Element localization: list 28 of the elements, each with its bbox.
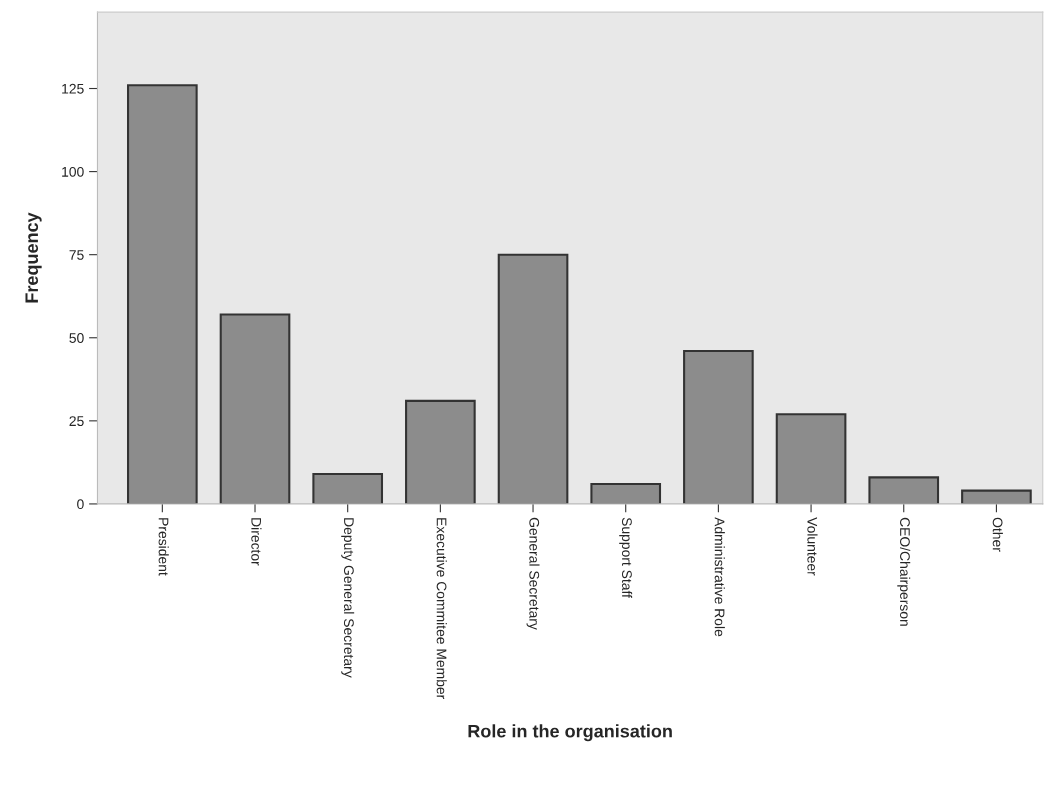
x-tick-label: Deputy General Secretary [341,518,355,678]
y-tick-label: 0 [77,499,84,510]
bar [590,482,662,504]
x-tick-label: CEO/Chairperson [897,517,911,626]
bar [683,350,754,504]
y-tick-label: 50 [69,333,84,343]
bar [405,399,476,504]
bar [497,253,569,504]
y-tick-label: 75 [69,250,84,260]
y-tick-label: 125 [62,83,84,94]
x-tick-label: Administrative Role [714,517,725,637]
bar [219,313,291,504]
y-tick-label: 100 [62,166,84,177]
bar [961,489,1032,504]
x-tick-label: Volunteer [807,517,818,576]
bar [312,472,384,504]
x-tick-label: Other [992,517,1003,552]
bar [127,84,198,504]
y-tick-label: 25 [69,416,84,427]
x-tick-label: Support Staff [619,517,633,598]
x-axis-title: Role in the organisation [468,724,672,742]
x-tick-label: General Secretary [526,517,540,630]
x-tick-label: Executive Commitee Member [436,518,447,700]
x-tick-label: President [158,518,169,576]
bar [775,413,847,504]
y-axis-title: Frequency [25,212,42,303]
x-tick-label: Director [251,518,262,566]
bar [868,476,940,504]
